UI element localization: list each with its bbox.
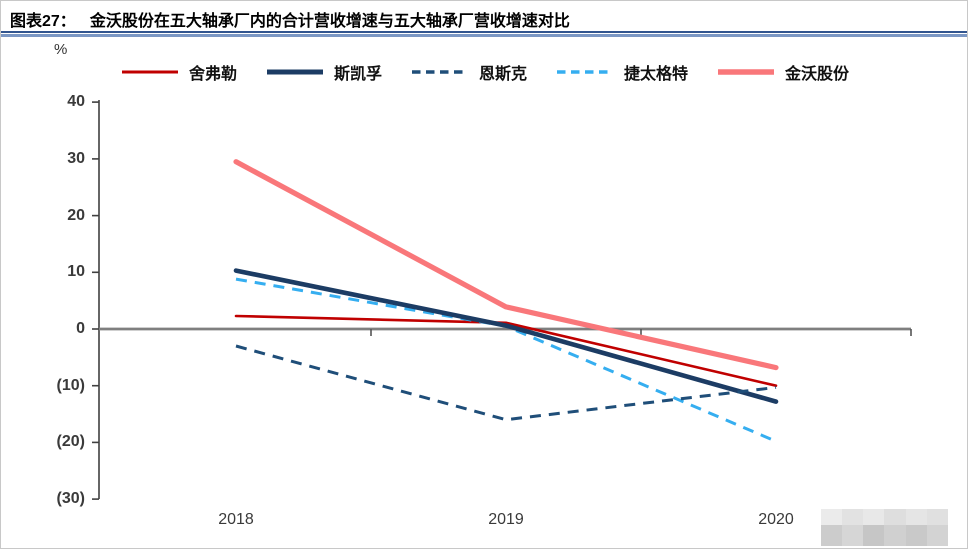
y-tick-label: (20) (56, 433, 85, 451)
chart-legend: 舍弗勒 斯凯孚 恩斯克 捷太格特 金沃股份 (1, 59, 967, 85)
legend-label: 捷太格特 (624, 66, 689, 83)
legend-item-jtekt: 捷太格特 (556, 60, 688, 84)
y-tick-label: 40 (67, 93, 85, 111)
figure-number: 图表27： (10, 13, 76, 30)
figure-title: 图表27： 金沃股份在五大轴承厂内的合计营收增速与五大轴承厂营收增速对比 (10, 7, 958, 31)
legend-label: 舍弗勒 (188, 66, 237, 83)
legend-item-nsk: 恩斯克 (411, 60, 527, 84)
legend-item-jinwo: 金沃股份 (717, 60, 849, 84)
legend-line-icon (411, 70, 468, 74)
legend-label: 斯凯孚 (333, 66, 382, 83)
y-tick-label: 20 (67, 206, 85, 224)
legend-label: 恩斯克 (478, 66, 527, 83)
y-tick-label: (30) (56, 490, 85, 508)
legend-line-icon (121, 70, 178, 74)
y-tick-label: 0 (76, 320, 85, 337)
y-tick-label: (10) (56, 376, 85, 394)
x-tick-label: 2020 (758, 511, 794, 528)
x-tick-label: 2019 (488, 511, 524, 528)
legend-line-icon (557, 70, 613, 74)
title-divider (1, 31, 967, 37)
legend-line-icon (266, 69, 323, 75)
legend-label: 金沃股份 (785, 66, 850, 83)
legend-item-schaeffler: 舍弗勒 (121, 60, 237, 84)
figure-title-text: 金沃股份在五大轴承厂内的合计营收增速与五大轴承厂营收增速对比 (89, 13, 570, 30)
redacted-watermark (821, 509, 948, 546)
y-tick-label: 30 (67, 149, 85, 167)
legend-item-skf: 斯凯孚 (266, 60, 382, 84)
x-tick-label: 2018 (218, 511, 254, 528)
legend-line-icon (718, 69, 775, 75)
y-tick-label: 10 (67, 263, 85, 281)
y-axis-unit-label: % (54, 41, 68, 58)
